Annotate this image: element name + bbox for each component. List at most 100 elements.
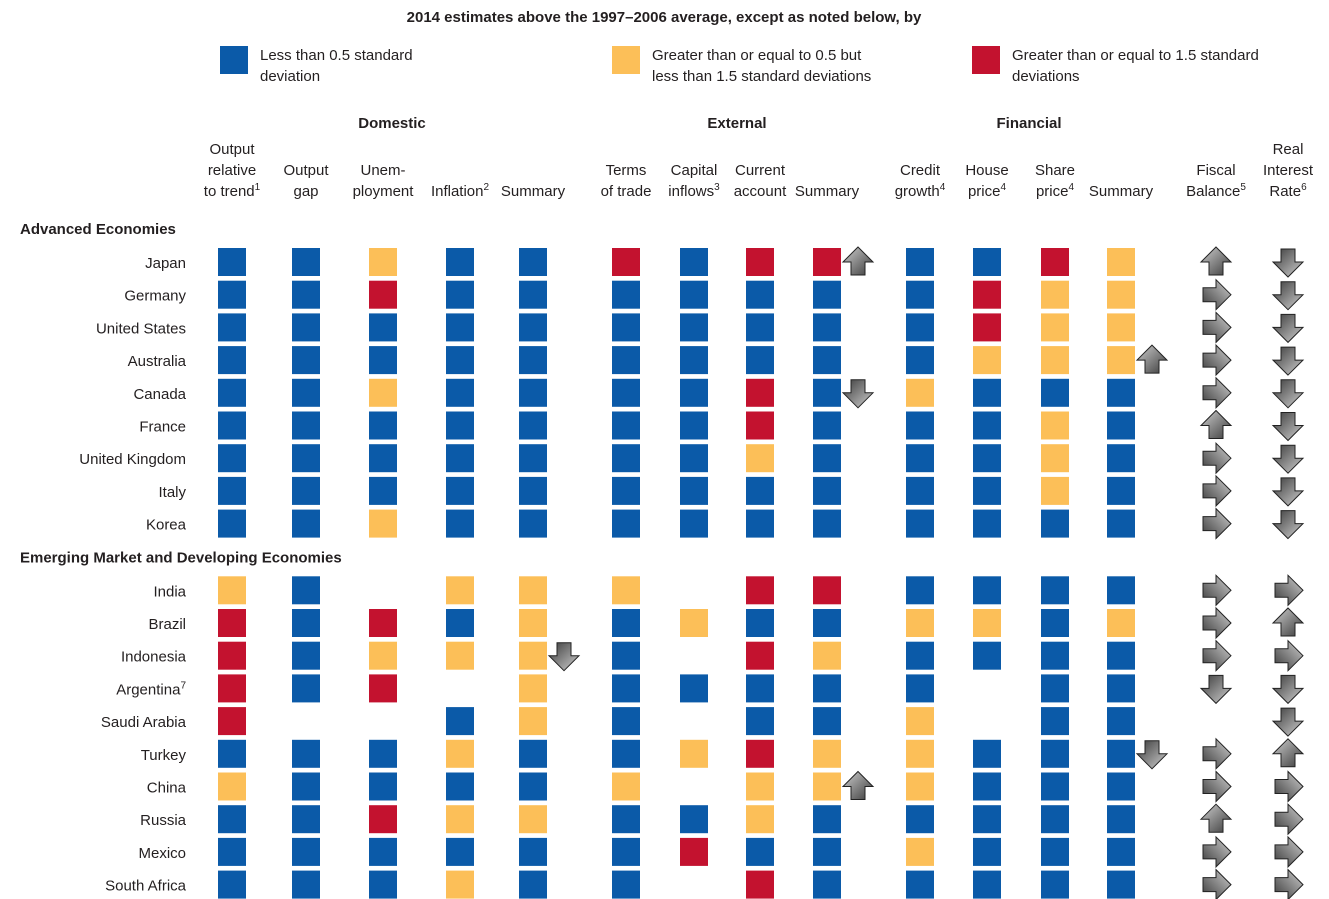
cell — [369, 248, 397, 276]
cell — [1107, 346, 1135, 375]
summary-arrow — [841, 246, 875, 276]
cell — [369, 476, 397, 505]
cell — [813, 805, 841, 834]
row-label: United States — [96, 320, 186, 337]
cell — [973, 739, 1001, 768]
cell — [612, 837, 640, 866]
cell — [746, 509, 774, 538]
cell — [906, 707, 934, 736]
row-label-text: United States — [96, 320, 186, 337]
legend-label: deviation — [260, 68, 320, 85]
direction-arrow — [1274, 868, 1304, 899]
row-label-text: India — [153, 583, 186, 600]
group-title: Financial — [996, 115, 1061, 132]
cell — [369, 674, 397, 703]
direction-arrow — [1271, 738, 1305, 768]
cell — [446, 576, 474, 605]
cell — [292, 641, 320, 670]
cell — [612, 444, 640, 473]
column-label-text: Fiscal — [1196, 162, 1235, 179]
cell — [813, 444, 841, 473]
cell — [1107, 378, 1135, 407]
footnote-mark: 1 — [255, 182, 261, 193]
column-label-text: Inflation — [431, 183, 484, 200]
cell — [973, 411, 1001, 440]
cell — [1041, 280, 1069, 309]
direction-arrow — [1199, 246, 1233, 276]
cell — [218, 707, 246, 736]
cell — [1041, 411, 1069, 440]
footnote-mark: 6 — [1301, 182, 1307, 193]
direction-arrow — [1271, 510, 1305, 540]
row-label-text: Japan — [145, 255, 186, 272]
column-label: to trend1 — [204, 182, 261, 200]
column-label: relative — [208, 162, 256, 179]
column-label-text: of trade — [601, 183, 652, 200]
cell — [446, 641, 474, 670]
cell — [906, 772, 934, 801]
cell — [1107, 280, 1135, 309]
cell — [446, 280, 474, 309]
cell — [1041, 378, 1069, 407]
column-label-text: price — [968, 183, 1001, 200]
column-label-text: Unem- — [360, 162, 405, 179]
cell — [1107, 576, 1135, 605]
cell — [746, 576, 774, 605]
cell — [1107, 707, 1135, 736]
row-label-text: Australia — [128, 353, 187, 370]
column-label-text: Credit — [900, 162, 941, 179]
cell — [1041, 707, 1069, 736]
cell — [519, 609, 547, 637]
cell — [218, 313, 246, 342]
cell — [906, 411, 934, 440]
direction-arrow — [1202, 311, 1232, 344]
cell — [906, 280, 934, 309]
row-label-text: South Africa — [105, 878, 187, 895]
column-label: growth4 — [895, 182, 946, 200]
direction-arrow — [1271, 281, 1305, 311]
row-label-text: Argentina — [116, 681, 181, 698]
column-label-text: Share — [1035, 162, 1075, 179]
row-label-text: Germany — [124, 288, 186, 305]
cell — [292, 739, 320, 768]
row-label-text: Italy — [158, 484, 186, 501]
cell — [746, 739, 774, 768]
legend-swatch — [220, 46, 248, 74]
cell — [612, 346, 640, 375]
direction-arrow — [1202, 606, 1232, 640]
cell — [369, 609, 397, 637]
cell — [1107, 248, 1135, 276]
column-label-text: ployment — [353, 183, 415, 200]
cell — [292, 609, 320, 637]
cell — [973, 837, 1001, 866]
direction-arrow — [1274, 639, 1304, 672]
cell — [1041, 444, 1069, 473]
cell — [292, 280, 320, 309]
cell — [906, 313, 934, 342]
cell — [813, 641, 841, 670]
row-label-text: France — [139, 419, 186, 436]
column-label: Fiscal — [1196, 162, 1235, 179]
row-label: Brazil — [148, 616, 186, 633]
cell — [973, 772, 1001, 801]
cell — [1041, 476, 1069, 505]
column-label-text: gap — [293, 183, 318, 200]
cell — [369, 509, 397, 538]
row-label: Germany — [124, 288, 186, 305]
cell — [1107, 805, 1135, 834]
cell — [519, 378, 547, 407]
cell — [680, 837, 708, 866]
row-label: Argentina7 — [116, 680, 186, 698]
cell — [612, 641, 640, 670]
cell — [973, 641, 1001, 670]
footnote-mark: 4 — [1000, 182, 1006, 193]
cell — [519, 476, 547, 505]
cell — [813, 476, 841, 505]
title: 2014 estimates above the 1997–2006 avera… — [407, 9, 922, 26]
cell — [612, 772, 640, 801]
column-label: of trade — [601, 183, 652, 200]
cell — [680, 313, 708, 342]
cell — [680, 509, 708, 538]
column-label-text: Summary — [501, 183, 566, 200]
